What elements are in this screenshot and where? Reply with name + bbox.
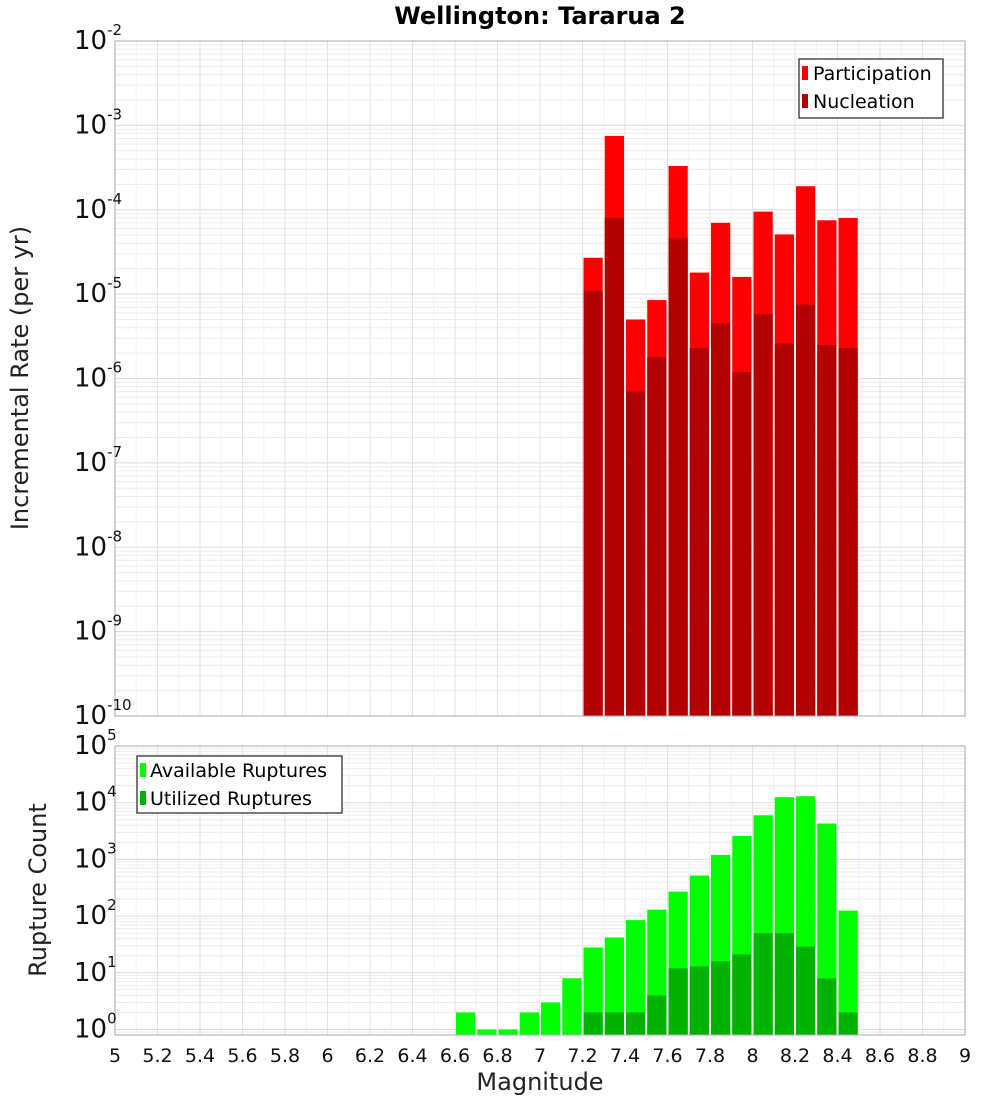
legend-label-utilized: Utilized Ruptures [150,788,312,810]
bottom-bar-utilized-ruptures [753,933,773,1035]
x-tick-label: 7.8 [695,1045,725,1067]
top-y-tick-label: 10-5 [74,274,122,309]
bottom-bar-utilized-ruptures [774,933,794,1035]
bottom-bar-available-ruptures [562,978,582,1035]
top-panel-grid [114,41,966,717]
top-y-tick-label: 10-6 [74,359,122,394]
legend-label-nucleation: Nucleation [813,91,915,113]
bottom-bar-utilized-ruptures [626,1012,646,1035]
x-tick-label: 6.2 [355,1045,385,1067]
bottom-panel-bars [456,796,858,1035]
top-plot-frame [114,40,966,717]
bottom-y-tick-label: 100 [74,1010,117,1045]
x-tick-label: 8.8 [907,1045,937,1067]
bottom-legend-box [136,755,343,814]
legend-swatch-nucleation [802,94,808,108]
bottom-plot-frame [114,745,966,1036]
top-y-ticks: 10-10 10-9 10-8 10-7 10-6 10-5 10-4 10-3 10-2 [74,21,132,731]
top-y-tick-label: 10-7 [74,443,122,478]
top-bar-nucleation [583,290,603,716]
legend-label-participation: Participation [813,63,932,85]
top-y-tick-label: 10-3 [74,105,122,140]
top-legend-box [798,58,944,119]
top-bar-nucleation [838,347,858,716]
bottom-bar-available-ruptures [626,920,646,1035]
bottom-y-ticks: 100 101 102 103 104 105 [74,726,117,1045]
x-tick-label: 9 [959,1045,971,1067]
top-bar-nucleation [647,356,667,716]
legend-swatch-available [140,763,146,777]
x-tick-label: 8.4 [822,1045,852,1067]
bottom-y-axis-label: Rupture Count [24,803,52,977]
chart-title: Wellington: Tararua 2 [394,2,686,30]
bottom-bar-utilized-ruptures [711,961,731,1035]
bottom-bar-utilized-ruptures [838,1012,858,1035]
top-panel-bars [583,135,858,717]
x-axis-label: Magnitude [476,1068,603,1096]
bottom-bar-utilized-ruptures [647,995,667,1035]
top-bar-nucleation [753,314,773,716]
x-tick-label: 7.2 [567,1045,597,1067]
legend-swatch-participation [802,66,808,80]
top-y-axis-label: Incremental Rate (per yr) [6,226,34,530]
bottom-y-tick-label: 102 [74,896,117,931]
bottom-bar-available-ruptures [456,1012,476,1035]
legend-label-available: Available Ruptures [150,760,327,782]
x-axis-ticks: 5 5.2 5.4 5.6 5.8 6 6.2 6.4 6.6 6.8 7 7.2 7.4 7.6 7.8 8… [109,1045,971,1067]
bottom-bar-utilized-ruptures [604,1012,624,1035]
top-y-tick-label: 10-4 [74,190,122,225]
top-bar-nucleation [604,217,624,716]
top-bar-nucleation [817,344,837,716]
bottom-bar-available-ruptures [838,910,858,1035]
x-tick-label: 5.2 [142,1045,172,1067]
x-tick-label: 5.8 [270,1045,300,1067]
bottom-bar-available-ruptures [477,1029,497,1035]
top-bar-nucleation [668,238,688,716]
bottom-bar-utilized-ruptures [796,946,816,1035]
bottom-bar-utilized-ruptures [668,968,688,1035]
bottom-y-tick-label: 101 [74,953,117,988]
top-bar-nucleation [626,391,646,716]
bottom-legend: Available Ruptures Utilized Ruptures [136,755,343,814]
x-tick-label: 6.8 [482,1045,512,1067]
bottom-y-tick-label: 104 [74,783,117,818]
bottom-bar-utilized-ruptures [732,954,752,1035]
x-tick-label: 7 [534,1045,546,1067]
legend-swatch-utilized [140,791,146,805]
x-tick-label: 6.4 [397,1045,427,1067]
bottom-bar-available-ruptures [519,1012,539,1035]
bottom-bar-utilized-ruptures [583,1012,603,1035]
top-y-tick-label: 10-9 [74,612,122,647]
x-tick-label: 5 [109,1045,121,1067]
x-tick-label: 5.4 [185,1045,215,1067]
x-tick-label: 6 [321,1045,333,1067]
top-bar-nucleation [774,343,794,716]
x-tick-label: 8.2 [780,1045,810,1067]
x-tick-label: 7.4 [610,1045,640,1067]
bottom-bar-available-ruptures [498,1029,518,1035]
top-y-tick-label: 10-2 [74,21,122,56]
x-tick-label: 8.6 [865,1045,895,1067]
bottom-bar-utilized-ruptures [689,966,709,1035]
x-tick-label: 6.6 [440,1045,470,1067]
bottom-y-tick-label: 105 [74,726,117,761]
x-tick-label: 5.6 [227,1045,257,1067]
top-y-tick-label: 10-8 [74,527,122,562]
bottom-bar-available-ruptures [604,937,624,1035]
x-tick-label: 8 [746,1045,758,1067]
top-bar-nucleation [711,323,731,716]
bottom-bar-utilized-ruptures [817,978,837,1035]
top-bar-nucleation [732,371,752,716]
x-tick-label: 7.6 [652,1045,682,1067]
top-bar-nucleation [689,347,709,716]
top-y-tick-label: 10-10 [74,696,132,731]
bottom-bar-available-ruptures [541,1002,561,1035]
top-bar-nucleation [796,304,816,716]
bottom-y-tick-label: 103 [74,839,117,874]
top-legend: Participation Nucleation [798,58,944,119]
